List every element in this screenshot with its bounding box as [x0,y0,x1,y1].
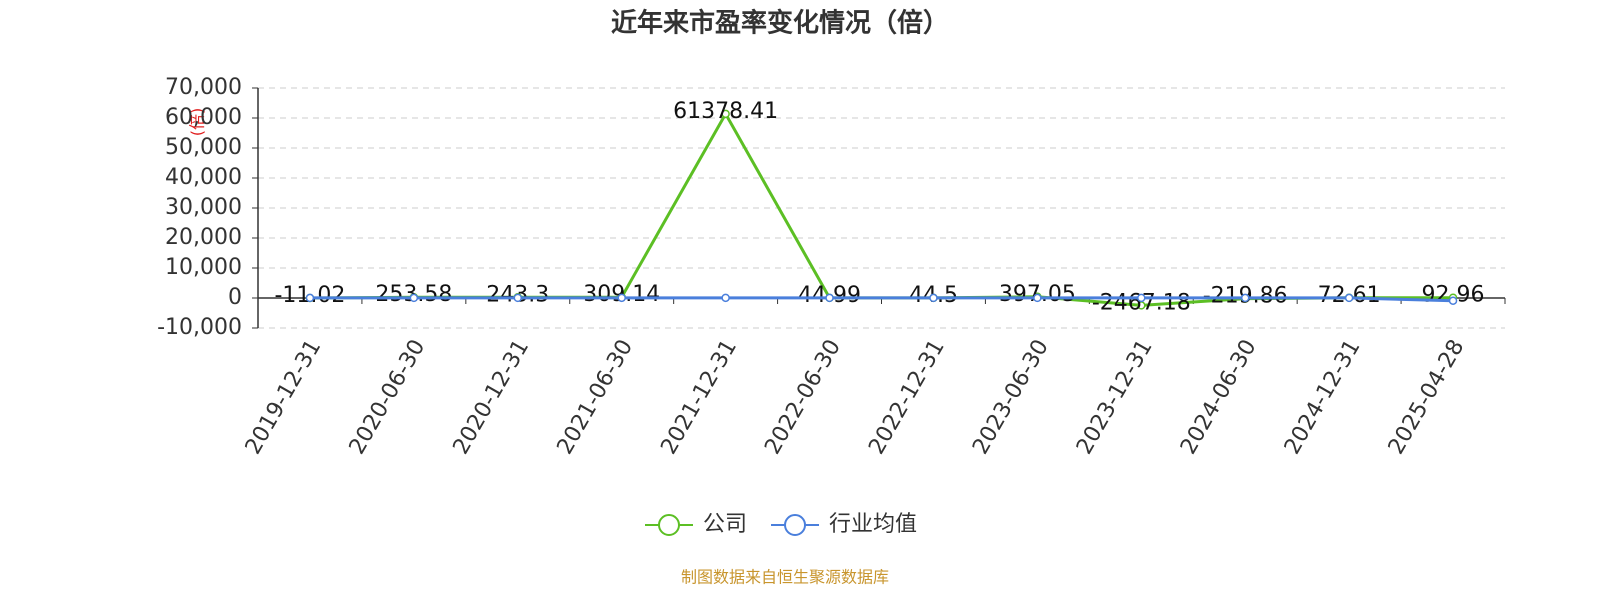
data-point [1448,296,1458,305]
x-tick-label: 2024-12-31 [1280,336,1366,459]
data-point [617,293,626,303]
x-tick-label: 2020-06-30 [345,336,431,459]
x-tick-label: 2025-04-28 [1384,336,1470,459]
x-tick-label: 2019-12-31 [241,336,327,459]
data-point [1137,293,1146,303]
data-point [825,293,834,303]
data-point [1033,293,1042,303]
y-tick-label: 10,000 [165,255,242,280]
legend-symbol [784,514,807,536]
data-point [305,293,315,303]
y-tick-label: 70,000 [165,75,242,100]
x-tick-label: 2023-12-31 [1072,336,1158,459]
legend-label: 公司 [703,512,747,537]
x-tick-label: 2020-12-31 [449,336,535,459]
series-line [309,296,1454,303]
source-note: 制图数据来自恒生聚源数据库 [681,568,889,587]
legend-symbol [658,514,680,536]
y-tick-label: 50,000 [165,135,242,160]
legend-item: 公司 [645,512,747,537]
x-tick-label: 2021-06-30 [553,336,639,459]
data-point [721,293,730,303]
legend-item: 行业均值 [771,512,917,537]
y-tick-label: 20,000 [165,225,242,250]
x-tick-label: 2023-06-30 [968,336,1054,459]
series-line [309,110,1454,307]
x-tick-label: 2022-06-30 [760,336,846,459]
chart-title: 近年来市盈率变化情况（倍） [611,8,949,39]
legend-label: 行业均值 [829,512,917,537]
y-tick-label: 30,000 [165,195,242,220]
y-tick-label: 40,000 [165,165,242,190]
y-tick-label: 0 [228,285,242,310]
data-point [1344,293,1354,303]
data-point [409,293,419,303]
data-label: 61378.41 [673,99,778,124]
data-point [929,293,938,303]
y-axis-label: (倍) [188,108,207,137]
x-tick-label: 2021-12-31 [656,336,742,459]
y-tick-label: -10,000 [157,315,242,340]
data-point [721,109,730,119]
data-point [513,293,523,303]
x-tick-label: 2024-06-30 [1176,336,1262,459]
y-tick-label: 60,000 [165,105,242,130]
data-point [1240,293,1250,303]
x-tick-label: 2022-12-31 [864,336,950,459]
